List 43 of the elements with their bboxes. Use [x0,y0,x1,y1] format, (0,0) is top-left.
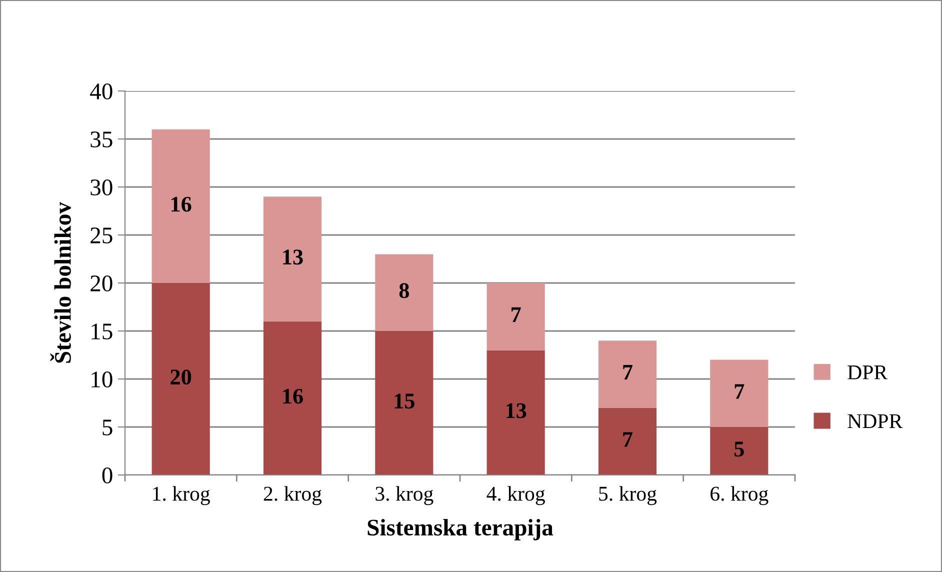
bar [152,283,210,475]
x-tick-label: 2. krog [264,486,322,506]
data-label: 8 [399,283,409,298]
y-tick-label: 25 [90,228,112,244]
data-label: 7 [734,384,744,399]
data-label: 13 [283,250,303,265]
y-tick-label: 0 [102,467,112,484]
bar [152,129,210,283]
y-tick-label: 30 [90,179,112,196]
x-tick-label: 1. krog [153,486,210,506]
bar [263,196,322,322]
bar [375,331,434,475]
x-axis-title: Sistemska terapija [368,518,554,540]
bar [710,427,768,475]
y-tick-label: 40 [90,83,112,100]
legend-label: NDPR [848,414,903,428]
data-label: 16 [172,196,192,212]
x-tick-label: 4. krog [486,486,545,506]
y-tick-label: 35 [90,132,112,148]
data-label: 20 [170,370,192,385]
bar [375,254,434,331]
bar [486,283,545,350]
bar [263,321,322,475]
x-tick-label: 3. krog [376,486,434,506]
data-label: 7 [623,364,633,380]
bar [598,408,657,475]
y-tick-label: 20 [90,275,112,292]
legend-label: DPR [848,366,888,380]
bar [710,360,768,427]
data-label: 7 [512,307,521,322]
bar [486,350,545,475]
y-tick-label: 15 [92,324,112,340]
data-label: 7 [623,432,633,447]
x-tick-label: 6. krog [710,486,768,506]
y-axis-title: Število bolnikov [50,202,71,363]
bar [598,340,657,408]
x-tick-label: 5. krog [599,486,657,506]
y-tick-label: 5 [102,420,112,436]
data-label: 13 [506,403,526,418]
data-label: 16 [283,388,303,404]
data-label: 5 [734,442,744,457]
data-label: 15 [394,394,414,409]
y-tick-label: 10 [92,371,112,388]
